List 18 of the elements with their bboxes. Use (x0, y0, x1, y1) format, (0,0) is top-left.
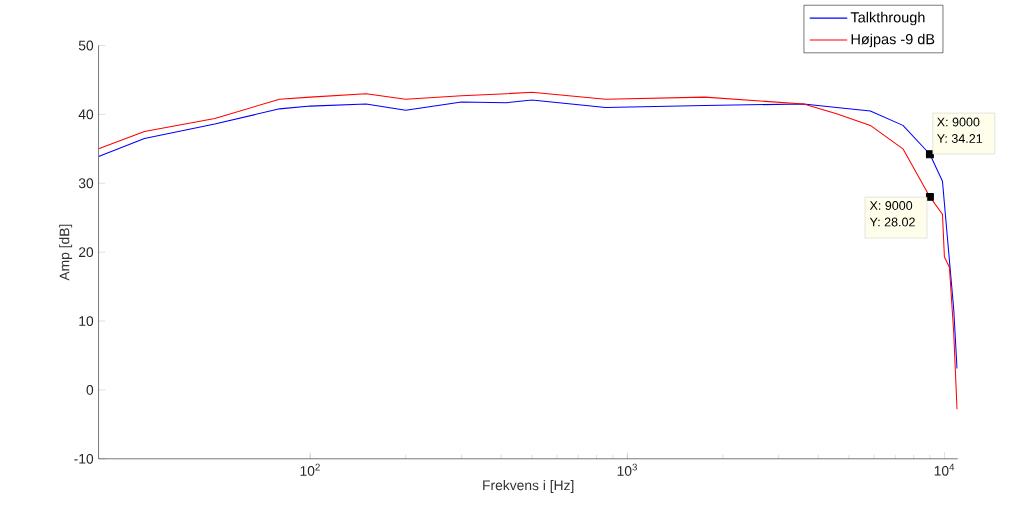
y-axis-title: Amp [dB] (59, 224, 73, 281)
y-tick-label: 50 (78, 40, 94, 51)
x-tick-label: 10$^{4}$ (934, 463, 955, 476)
annotation: Y: 28.02 (869, 217, 915, 227)
x-tick-label: 10$^{3}$ (617, 463, 637, 476)
annotation: Y: 34.21 (937, 134, 983, 143)
x-axis-title: Frekvens i [Hz] (483, 480, 574, 493)
annotation: X: 9000 (937, 117, 980, 127)
y-tick-label: 30 (78, 178, 94, 189)
legend-label: Talkthrough (850, 11, 925, 26)
y-tick-label: 20 (78, 247, 94, 258)
y-tick-label: 0 (86, 385, 94, 395)
legend-label: Højpas -9 dB (851, 33, 935, 48)
y-tick-label: 40 (78, 109, 94, 120)
y-tick-label: 10 (79, 316, 94, 326)
annotation: X: 9000 (869, 201, 913, 210)
x-tick-label: 10$^{2}$ (300, 463, 320, 476)
y-tick-label: -10 (74, 453, 94, 464)
